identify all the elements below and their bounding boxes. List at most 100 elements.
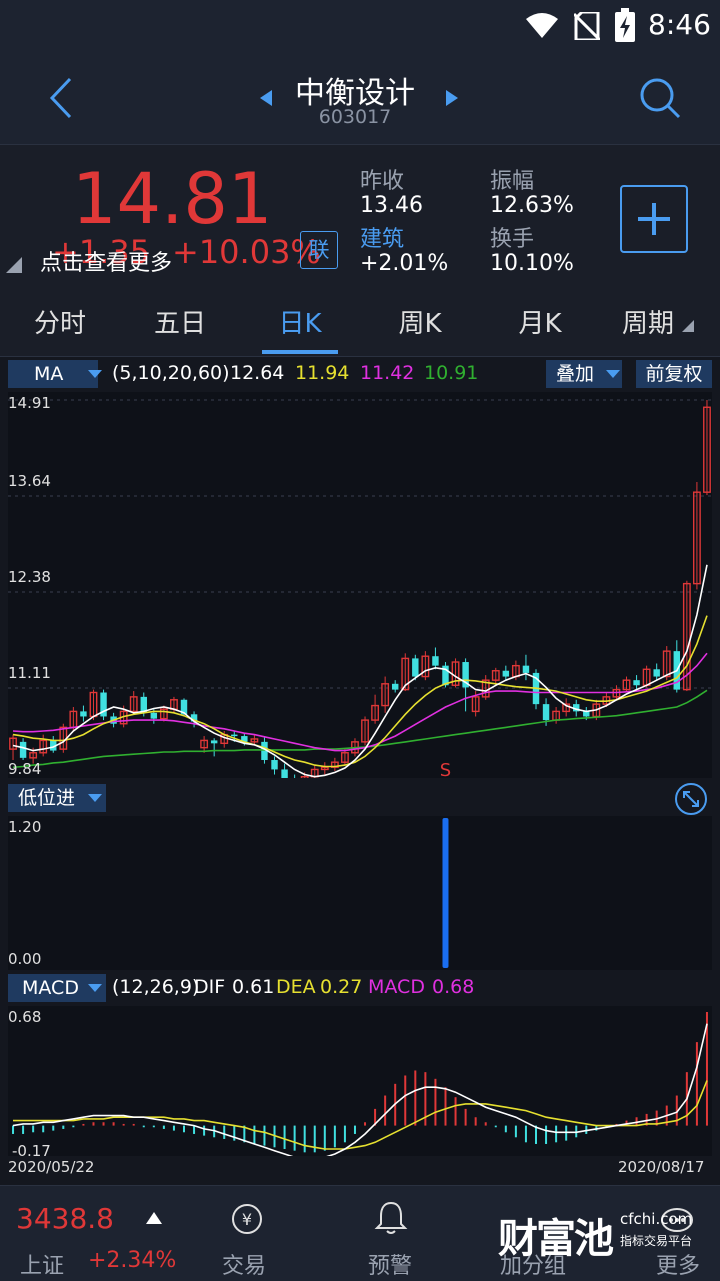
tab-intraday[interactable]: 分时 — [33, 309, 86, 339]
candle-body — [502, 670, 510, 677]
overlay-button[interactable]: 叠加 — [546, 360, 622, 388]
dif-line — [12, 1023, 708, 1160]
candle-body — [381, 683, 390, 707]
plus-icon — [638, 203, 670, 235]
candle-body — [633, 680, 640, 686]
alert-label[interactable]: 预警 — [368, 1254, 413, 1279]
indicator-axis-top: 1.20 — [8, 818, 42, 836]
candle-body — [29, 752, 38, 759]
ma60-line — [12, 689, 708, 769]
yuan-trade-icon[interactable]: ¥ — [230, 1202, 264, 1236]
prev-close-value: 13.46 — [360, 193, 423, 218]
dif-value: 0.61 — [232, 976, 275, 998]
battery-charging-icon — [615, 8, 635, 42]
price-tick: 11.11 — [8, 664, 51, 682]
amplitude-value: 12.63% — [490, 193, 574, 218]
candle-body — [50, 740, 57, 751]
watermark-logo: 财富池 — [498, 1216, 614, 1262]
prev-stock-icon[interactable] — [258, 88, 274, 108]
macd-params: (12,26,9) — [112, 976, 200, 998]
no-sim-icon — [574, 12, 600, 40]
ma-params: (5,10,20,60) — [112, 362, 230, 384]
end-date: 2020/08/17 — [618, 1158, 705, 1176]
chevron-down-icon — [88, 794, 102, 802]
candle-body — [622, 679, 631, 691]
adjust-button[interactable]: 前复权 — [636, 360, 712, 388]
bell-icon[interactable] — [374, 1200, 408, 1236]
indicator-selector[interactable]: 低位进 — [8, 784, 106, 812]
index-value[interactable]: 3438.8 — [16, 1202, 114, 1235]
sector-label[interactable]: 建筑 — [360, 227, 405, 252]
candle-body — [80, 711, 87, 717]
period-dropdown-icon — [682, 320, 694, 332]
candle-body — [281, 769, 288, 779]
tab-five-day[interactable]: 五日 — [153, 309, 206, 339]
more-label[interactable]: 更多 — [656, 1254, 701, 1279]
quote-panel: 14.81 +1.35 +10.03% 联 点击查看更多 昨收 13.46 建筑… — [0, 145, 720, 292]
candle-body — [522, 665, 530, 673]
kline-panel[interactable]: S 14.91 13.64 12.38 11.11 9.84 — [8, 392, 712, 793]
turnover-value: 10.10% — [490, 251, 574, 276]
ma60-value: 10.91 — [424, 362, 479, 384]
chat-bubble-icon[interactable] — [660, 1206, 694, 1236]
fullscreen-icon[interactable] — [674, 782, 708, 816]
ma-selector[interactable]: MA — [8, 360, 102, 388]
watermark-site: cfchi.com — [620, 1210, 693, 1228]
candle-body — [542, 704, 550, 721]
candle-body — [491, 670, 500, 681]
chevron-down-icon — [606, 370, 620, 378]
candle-body — [432, 656, 439, 666]
overlay-label: 叠加 — [556, 363, 595, 385]
macd-value: 0.68 — [432, 976, 475, 998]
prev-close-label: 昨收 — [360, 169, 405, 194]
signal-bar — [442, 818, 449, 968]
candle-body — [19, 741, 27, 758]
macd-selector-label: MACD — [22, 977, 79, 999]
indicator-axis-bottom: 0.00 — [8, 950, 42, 968]
candle-body — [361, 719, 369, 743]
sell-signal-mark: S — [440, 760, 451, 778]
candle-body — [200, 739, 209, 749]
add-watchlist-button[interactable] — [620, 185, 688, 253]
back-arrow-icon[interactable] — [46, 76, 74, 120]
tab-monthly-k[interactable]: 月K — [518, 309, 562, 339]
candle-body — [340, 752, 349, 763]
chevron-down-icon — [88, 984, 102, 992]
ma10-line — [12, 615, 708, 768]
dea-label: DEA — [276, 976, 316, 998]
tab-period[interactable]: 周期 — [621, 309, 674, 339]
price-change-percent: +10.03% — [172, 233, 321, 271]
candle-body — [250, 738, 259, 743]
tab-weekly-k[interactable]: 周K — [398, 309, 442, 339]
price-tick: 12.38 — [8, 568, 51, 586]
tab-daily-k[interactable]: 日K — [278, 309, 322, 339]
ma5-line — [12, 564, 708, 778]
trade-label[interactable]: 交易 — [222, 1254, 267, 1279]
candle-body — [401, 657, 410, 691]
price-tick: 9.84 — [8, 760, 42, 778]
candle-body — [210, 740, 218, 744]
sector-change: +2.01% — [360, 251, 449, 276]
period-tabs: 分时 五日 日K 周K 月K 周期 — [0, 292, 720, 357]
up-arrow-icon — [146, 1212, 162, 1224]
candle-body — [442, 665, 449, 686]
add-group-label[interactable]: 加分组 — [500, 1254, 567, 1279]
macd-selector[interactable]: MACD — [8, 974, 106, 1002]
next-stock-icon[interactable] — [444, 88, 460, 108]
candle-body — [462, 662, 469, 688]
candle-body — [371, 704, 380, 721]
candle-body — [150, 712, 158, 719]
price-tick: 14.91 — [8, 394, 51, 412]
candle-body — [653, 669, 660, 677]
active-tab-indicator — [262, 350, 338, 354]
search-icon[interactable] — [638, 76, 682, 120]
turnover-label: 换手 — [490, 227, 535, 252]
more-info-link[interactable]: 点击查看更多 — [40, 251, 173, 276]
clock: 8:46 — [648, 8, 711, 41]
candle-body — [9, 737, 17, 750]
candle-body — [583, 711, 590, 717]
candle-body — [180, 699, 188, 715]
indicator-panel[interactable]: 1.20 0.00 — [8, 816, 712, 970]
lian-badge[interactable]: 联 — [300, 231, 338, 269]
macd-panel[interactable]: 0.68 -0.17 — [8, 1006, 712, 1160]
